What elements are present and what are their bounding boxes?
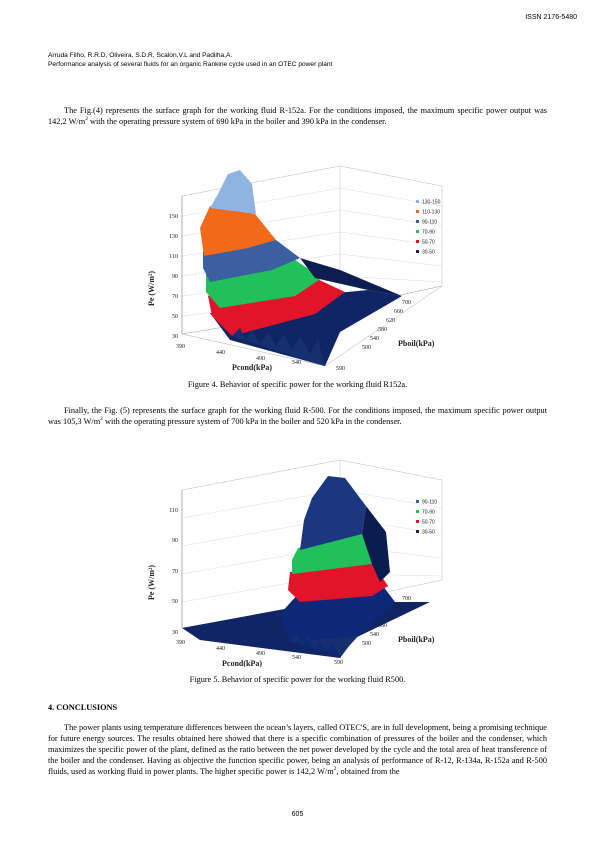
fig5-legend-entry: 30-50 [422,530,435,536]
fig4-ytick: 90 [172,274,178,280]
figure-4-caption: Figure 4. Behavior of specific power for… [187,380,408,389]
fig4-legend-entry: 130-150 [422,200,441,206]
fig5-ytick: 110 [169,508,178,514]
fig5-legend: 90-110 70-90 50-70 30-50 [416,500,437,536]
fig4-legend-entry: 70-90 [422,230,435,236]
fig5-xtick: 440 [216,646,225,652]
fig4-ytick: 110 [169,254,178,260]
fig4-legend: 130-150 110-130 90-110 70-90 50-70 30-50 [416,200,441,256]
fig5-xtick: 390 [176,640,185,646]
section-heading-conclusions: 4. CONCLUSIONS [48,703,118,712]
running-title: Performance analysis of several fluids f… [48,61,333,68]
fig4-xtick: 590 [336,366,345,372]
fig4-ytick: 30 [172,334,178,340]
fig5-band-90-110 [300,476,366,550]
fig5-ylabel: Pe (W/m²) [147,565,156,600]
fig5-band-50-70 [288,562,388,602]
fig4-ztick: 620 [386,318,395,324]
running-header: Arruda Filho, R.R.D, Oliveira, S.D.R, Sc… [48,51,332,69]
fig5-ztick: 620 [386,614,395,620]
fig4-xlabel: Pcond(kPa) [232,363,272,372]
fig4-ztick: 580 [378,327,387,333]
fig4-ytick: 50 [172,314,178,320]
fig5-zlabel: Pboil(kPa) [398,635,435,644]
fig4-legend-entry: 90-110 [422,220,437,226]
figure-5-chart: 110 90 70 50 30 Pe (W/m²) 390 440 490 54… [147,459,443,667]
fig4-band-130-150 [210,170,256,214]
fig4-legend-entry: 50-70 [422,240,435,246]
fig5-ztick: 540 [370,632,379,638]
fig5-ztick: 580 [378,623,387,629]
fig5-ztick: 660 [394,605,403,611]
fig4-xtick: 390 [176,344,185,350]
fig4-ylabel: Pe (W/m²) [147,271,156,306]
paragraph-fig4: The Fig.(4) represents the surface graph… [48,106,547,126]
fig5-ytick: 50 [172,599,178,605]
fig4-ytick: 150 [169,214,178,220]
fig5-ztick: 500 [362,641,371,647]
paragraph-conclusions: The power plants using temperature diffe… [48,723,547,776]
fig4-ytick: 70 [172,294,178,300]
page-number: 605 [291,811,304,818]
fig5-band-70-90 [292,532,380,574]
fig5-xlabel: Pcond(kPa) [222,659,262,667]
fig4-ztick: 700 [402,300,411,306]
figure-5-caption: Figure 5. Behavior of specific power for… [189,675,406,684]
fig4-ytick: 130 [169,234,178,240]
issn: ISSN 2176-5480 [525,14,577,21]
fig5-xtick: 590 [334,660,343,666]
fig4-ztick: 660 [394,309,403,315]
figure-4-chart: 150 130 110 90 70 50 30 Pe (W/m²) 390 44… [147,165,443,372]
fig4-ztick: 500 [362,345,371,351]
fig5-legend-entry: 90-110 [422,500,437,506]
fig5-xtick: 490 [256,651,265,657]
fig4-band-30-50 [210,290,402,366]
fig4-zlabel: Pboil(kPa) [398,339,435,348]
fig5-ytick: 30 [172,630,178,636]
running-authors: Arruda Filho, R.R.D, Oliveira, S.D.R, Sc… [48,52,233,59]
fig4-xtick: 440 [216,350,225,356]
fig4-band-110-130 [200,206,276,256]
fig4-legend-entry: 30-50 [422,250,435,256]
fig4-legend-entry: 110-130 [422,210,440,216]
fig5-ytick: 90 [172,538,178,544]
fig5-legend-entry: 50-70 [422,520,435,526]
fig4-xtick: 540 [292,360,301,366]
fig4-xtick: 490 [256,356,265,362]
fig5-legend-entry: 70-90 [422,510,435,516]
fig5-ztick: 700 [402,596,411,602]
paragraph-fig5: Finally, the Fig. (5) represents the sur… [48,406,547,426]
fig5-ytick: 70 [172,569,178,575]
fig4-ztick: 540 [370,336,379,342]
fig5-xtick: 540 [292,655,301,661]
